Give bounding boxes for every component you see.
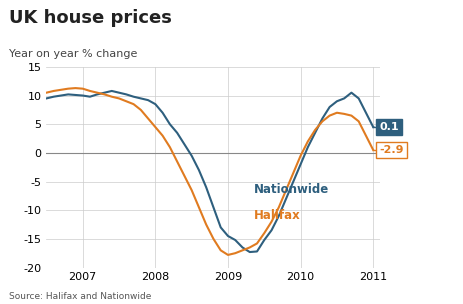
Text: Nationwide: Nationwide: [253, 183, 328, 196]
Text: Source: Halifax and Nationwide: Source: Halifax and Nationwide: [9, 292, 151, 301]
Text: Year on year % change: Year on year % change: [9, 49, 138, 59]
Text: Halifax: Halifax: [253, 209, 300, 222]
Text: UK house prices: UK house prices: [9, 9, 172, 27]
Text: 0.1: 0.1: [378, 122, 398, 132]
Text: -2.9: -2.9: [378, 145, 403, 155]
